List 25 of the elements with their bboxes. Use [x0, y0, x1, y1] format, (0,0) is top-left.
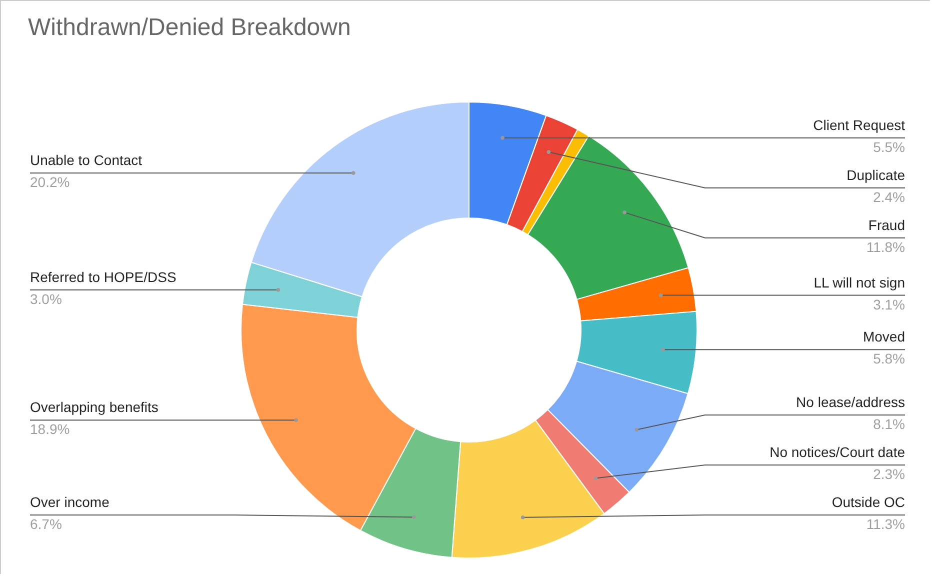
data-label: 3.0% [30, 290, 62, 307]
slice-label: Fraud [868, 216, 905, 233]
slice-label: LL will not sign [814, 274, 905, 290]
data-label: 18.9% [30, 421, 70, 438]
data-label: 5.5% [873, 138, 905, 155]
data-label: 8.1% [873, 416, 905, 432]
slice-label: Client Request [813, 116, 906, 133]
slice-label: Unable to Contact [30, 152, 142, 168]
slice-label: Overlapping benefits [30, 399, 158, 416]
chart-title: Withdrawn/Denied Breakdown [28, 14, 351, 41]
slice-label: Outside OC [832, 494, 905, 510]
data-label: 11.3% [866, 516, 905, 532]
slice-label: No notices/Court date [770, 444, 906, 460]
slice-label: Referred to HOPE/DSS [30, 268, 176, 285]
data-label: 5.8% [873, 350, 905, 367]
data-label: 2.4% [873, 188, 905, 205]
data-label: 3.1% [873, 296, 905, 312]
data-label: 6.7% [30, 516, 62, 532]
slice-label: Moved [862, 328, 905, 345]
data-label: 20.2% [30, 174, 70, 190]
slice-label: Over income [30, 494, 110, 510]
data-label: 11.8% [866, 238, 905, 255]
slice-label: Duplicate [846, 166, 906, 183]
data-label: 2.3% [873, 466, 905, 482]
slice-label: No lease/address [796, 394, 905, 410]
